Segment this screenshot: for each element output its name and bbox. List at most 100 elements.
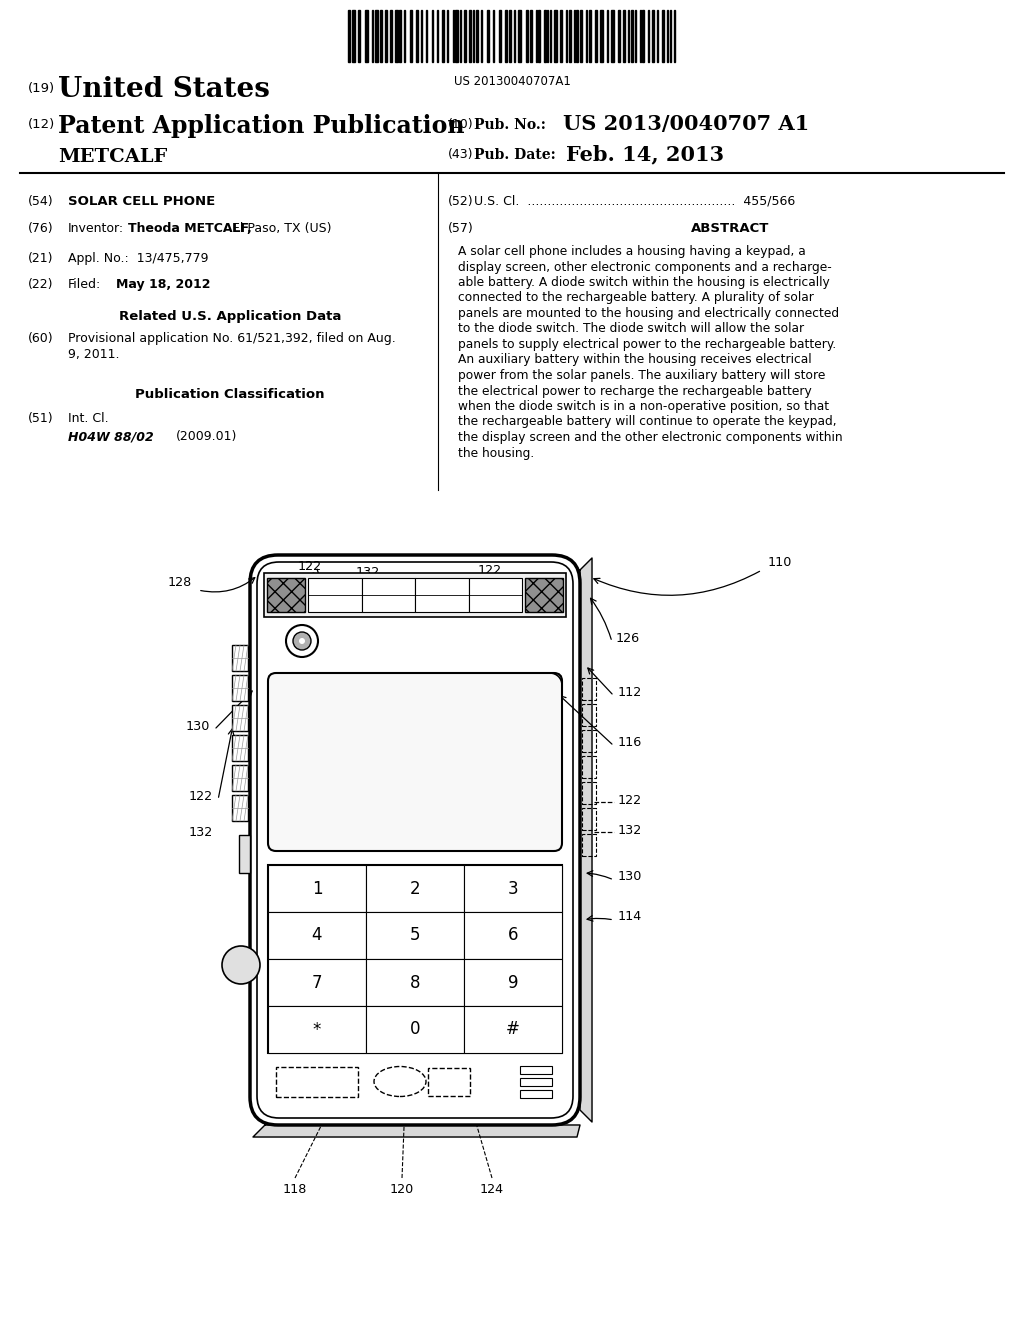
Bar — [415, 578, 469, 612]
Bar — [520, 1078, 552, 1086]
Text: Pub. No.:: Pub. No.: — [474, 117, 546, 132]
Text: 130: 130 — [618, 870, 642, 883]
Bar — [544, 11, 546, 62]
Bar — [569, 11, 571, 62]
Text: (76): (76) — [28, 222, 53, 235]
Text: METCALF: METCALF — [58, 148, 167, 166]
Text: (10): (10) — [449, 117, 474, 131]
Bar — [399, 11, 401, 62]
Text: to the diode switch. The diode switch will allow the solar: to the diode switch. The diode switch wi… — [458, 322, 804, 335]
Bar — [268, 1006, 366, 1053]
Text: (19): (19) — [28, 82, 55, 95]
Text: 7: 7 — [311, 974, 323, 991]
Bar — [464, 865, 562, 912]
Text: 9, 2011.: 9, 2011. — [68, 348, 120, 360]
Bar — [375, 11, 378, 62]
Bar — [652, 11, 654, 62]
Text: 130: 130 — [185, 719, 210, 733]
Bar — [232, 735, 248, 762]
Bar — [366, 960, 464, 1006]
Text: Int. Cl.: Int. Cl. — [68, 412, 109, 425]
Bar — [487, 11, 489, 62]
Text: 132: 132 — [188, 825, 213, 838]
Text: (12): (12) — [28, 117, 55, 131]
Text: #: # — [506, 1020, 520, 1039]
Circle shape — [299, 638, 305, 644]
Bar — [582, 704, 596, 726]
Text: the housing.: the housing. — [458, 446, 535, 459]
Text: the display screen and the other electronic components within: the display screen and the other electro… — [458, 432, 843, 444]
Text: Theoda METCALF,: Theoda METCALF, — [128, 222, 252, 235]
Text: 3: 3 — [508, 879, 518, 898]
Bar — [264, 573, 566, 616]
Text: (51): (51) — [28, 412, 53, 425]
Text: H04W 88/02: H04W 88/02 — [68, 430, 154, 444]
FancyBboxPatch shape — [268, 673, 562, 851]
Bar — [662, 11, 664, 62]
Text: Provisional application No. 61/521,392, filed on Aug.: Provisional application No. 61/521,392, … — [68, 333, 395, 345]
Bar — [582, 756, 596, 777]
Bar — [469, 578, 522, 612]
Bar — [267, 578, 305, 612]
Text: (57): (57) — [449, 222, 474, 235]
Bar — [361, 578, 415, 612]
Text: Patent Application Publication: Patent Application Publication — [58, 114, 465, 139]
Text: 8: 8 — [410, 974, 420, 991]
Bar — [600, 11, 603, 62]
Bar — [232, 705, 248, 731]
Text: Related U.S. Application Data: Related U.S. Application Data — [119, 310, 341, 323]
Bar — [366, 1006, 464, 1053]
Bar — [560, 11, 562, 62]
Polygon shape — [253, 1125, 580, 1137]
Text: 9: 9 — [508, 974, 518, 991]
Text: 126: 126 — [616, 631, 640, 644]
Bar — [476, 11, 478, 62]
Bar — [611, 11, 614, 62]
Bar — [410, 11, 412, 62]
Text: (43): (43) — [449, 148, 473, 161]
Text: panels to supply electrical power to the rechargeable battery.: panels to supply electrical power to the… — [458, 338, 837, 351]
Bar — [232, 645, 248, 671]
Text: (22): (22) — [28, 279, 53, 290]
Bar — [455, 11, 458, 62]
Text: 124: 124 — [480, 1183, 504, 1196]
Bar — [499, 11, 501, 62]
Text: Publication Classification: Publication Classification — [135, 388, 325, 401]
Bar — [582, 730, 596, 752]
Bar — [464, 11, 466, 62]
Bar — [390, 11, 392, 62]
Text: *: * — [312, 1020, 322, 1039]
Text: Inventor:: Inventor: — [68, 222, 124, 235]
Bar — [268, 912, 366, 960]
Text: ABSTRACT: ABSTRACT — [691, 222, 769, 235]
Bar — [464, 960, 562, 1006]
Text: SOLAR CELL PHONE: SOLAR CELL PHONE — [68, 195, 215, 209]
Text: (2009.01): (2009.01) — [176, 430, 238, 444]
Bar — [589, 11, 591, 62]
Bar — [352, 11, 355, 62]
Bar — [554, 11, 557, 62]
FancyBboxPatch shape — [250, 554, 580, 1125]
Bar — [348, 11, 350, 62]
Text: Feb. 14, 2013: Feb. 14, 2013 — [566, 144, 724, 164]
Bar — [580, 11, 582, 62]
Bar — [575, 11, 578, 62]
Text: El Paso, TX (US): El Paso, TX (US) — [228, 222, 332, 235]
Bar — [268, 865, 562, 1053]
Text: 120: 120 — [390, 1183, 414, 1196]
Bar — [469, 11, 471, 62]
Bar — [525, 578, 563, 612]
Bar — [526, 11, 528, 62]
Bar — [538, 11, 540, 62]
Text: when the diode switch is in a non-operative position, so that: when the diode switch is in a non-operat… — [458, 400, 829, 413]
Bar — [618, 11, 620, 62]
Text: (54): (54) — [28, 195, 53, 209]
Bar — [308, 578, 361, 612]
Bar — [509, 11, 511, 62]
Text: 4: 4 — [311, 927, 323, 945]
Text: US 20130040707A1: US 20130040707A1 — [454, 75, 570, 88]
Polygon shape — [580, 558, 592, 1122]
Text: May 18, 2012: May 18, 2012 — [116, 279, 211, 290]
Bar — [595, 11, 597, 62]
Text: 122: 122 — [298, 560, 323, 573]
